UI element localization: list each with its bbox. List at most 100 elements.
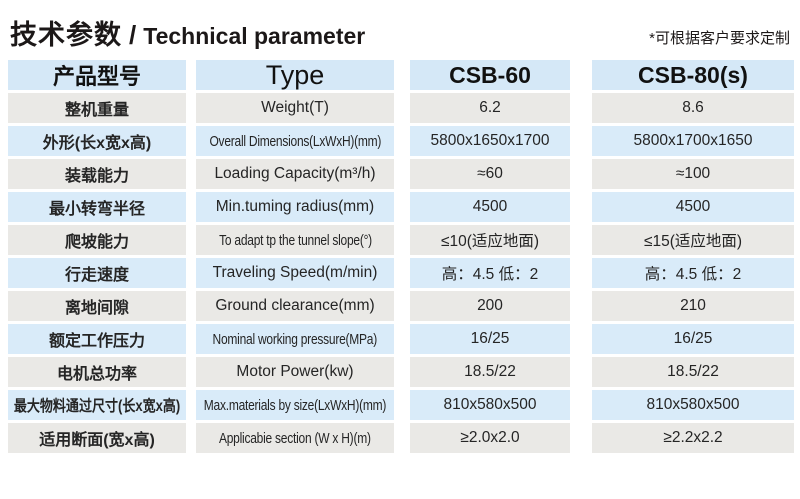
table-row: 最大物料通过尺寸(长x宽x高) Max.materials by size(LxW…: [8, 390, 794, 420]
table-cell: 210: [592, 291, 794, 321]
param-name-zh: 最小转弯半径: [48, 201, 145, 218]
value-csb-60: 810x580x500: [443, 396, 537, 413]
customization-note: *可根据客户要求定制: [649, 30, 790, 47]
value-csb-80s: 高：4.5 低：2: [644, 266, 742, 283]
header-csb-80s: CSB-80(s): [592, 60, 794, 90]
value-csb-80s: 210: [680, 297, 706, 314]
param-name-zh: 行走速度: [64, 267, 129, 284]
table-cell: Weight(T): [196, 93, 394, 123]
param-name-en: Applicabie section (W x H)(m): [219, 429, 371, 447]
table-cell: 200: [410, 291, 570, 321]
table-row: 额定工作压力 Nominal working pressure(MPa) 16/25…: [8, 324, 794, 354]
value-csb-80s: 8.6: [682, 99, 704, 116]
param-name-en: Min.tuming radius(mm): [215, 198, 375, 215]
spec-table: 产品型号 Type CSB-60 CSB-80(s) 整机重量 Weight(T)…: [8, 60, 794, 453]
table-header-row: 产品型号 Type CSB-60 CSB-80(s): [8, 60, 794, 90]
table-row: 最小转弯半径 Min.tuming radius(mm) 4500 4500: [8, 192, 794, 222]
value-csb-60: 高：4.5 低：2: [441, 266, 539, 283]
value-csb-60: ≥2.0x2.0: [460, 429, 520, 446]
param-name-zh: 最大物料通过尺寸(长x宽x高): [13, 398, 181, 415]
table-cell: 适用断面(宽x高): [8, 423, 186, 453]
table-cell: 外形(长x宽x高): [8, 126, 186, 156]
param-name-en: Ground clearance(mm): [215, 297, 375, 314]
value-csb-80s: 18.5/22: [667, 363, 719, 380]
table-cell: 5800x1650x1700: [410, 126, 570, 156]
param-name-zh: 整机重量: [64, 102, 129, 119]
table-cell: Overall Dimensions(LxWxH)(mm): [196, 126, 394, 156]
value-csb-80s: 4500: [675, 198, 711, 215]
value-csb-60: 6.2: [479, 99, 501, 116]
table-row: 外形(长x宽x高) Overall Dimensions(LxWxH)(mm) 58…: [8, 126, 794, 156]
table-cell: 装载能力: [8, 159, 186, 189]
table-row: 装载能力 Loading Capacity(m³/h) ≈60 ≈100: [8, 159, 794, 189]
table-cell: 8.6: [592, 93, 794, 123]
param-name-en: Nominal working pressure(MPa): [212, 330, 378, 348]
table-cell: Max.materials by size(LxWxH)(mm): [196, 390, 394, 420]
value-csb-60: 18.5/22: [464, 363, 516, 380]
page-title-en: Technical parameter: [143, 23, 366, 49]
table-cell: 4500: [410, 192, 570, 222]
table-cell: ≥2.2x2.2: [592, 423, 794, 453]
value-csb-80s: 5800x1700x1650: [633, 132, 753, 149]
table-cell: To adapt tp the tunnel slope(°): [196, 225, 394, 255]
param-name-en: To adapt tp the tunnel slope(°): [218, 231, 372, 249]
value-csb-60: 5800x1650x1700: [430, 132, 550, 149]
param-name-en: Max.materials by size(LxWxH)(mm): [203, 396, 387, 414]
table-cell: ≤10(适应地面): [410, 225, 570, 255]
table-cell: Motor Power(kw): [196, 357, 394, 387]
value-csb-80s: 16/25: [673, 330, 713, 347]
page-title-zh: 技术参数: [10, 20, 122, 50]
table-cell: 行走速度: [8, 258, 186, 288]
table-row: 整机重量 Weight(T) 6.2 8.6: [8, 93, 794, 123]
table-cell: ≥2.0x2.0: [410, 423, 570, 453]
param-name-zh: 适用断面(宽x高): [39, 432, 155, 449]
table-cell: 最小转弯半径: [8, 192, 186, 222]
table-cell: 810x580x500: [410, 390, 570, 420]
table-cell: 离地间隙: [8, 291, 186, 321]
table-cell: 810x580x500: [592, 390, 794, 420]
table-row: 电机总功率 Motor Power(kw) 18.5/22 18.5/22: [8, 357, 794, 387]
param-name-zh: 电机总功率: [56, 366, 137, 383]
param-name-en: Motor Power(kw): [236, 363, 354, 380]
value-csb-80s: ≥2.2x2.2: [663, 429, 723, 446]
param-name-zh: 爬坡能力: [64, 234, 129, 251]
table-cell: 18.5/22: [592, 357, 794, 387]
param-name-zh: 外形(长x宽x高): [42, 135, 152, 152]
header-product-model: 产品型号: [8, 60, 186, 90]
table-cell: 高：4.5 低：2: [592, 258, 794, 288]
table-cell: Traveling Speed(m/min): [196, 258, 394, 288]
table-cell: ≈100: [592, 159, 794, 189]
table-cell: 额定工作压力: [8, 324, 186, 354]
param-name-en: Weight(T): [261, 99, 329, 116]
table-row: 爬坡能力 To adapt tp the tunnel slope(°) ≤10(适…: [8, 225, 794, 255]
title-bar: 技术参数 / Technical parameter *可根据客户要求定制: [0, 0, 800, 52]
table-cell: ≤15(适应地面): [592, 225, 794, 255]
value-csb-80s: 810x580x500: [646, 396, 740, 413]
table-cell: Min.tuming radius(mm): [196, 192, 394, 222]
table-cell: ≈60: [410, 159, 570, 189]
table-cell: Ground clearance(mm): [196, 291, 394, 321]
table-cell: 18.5/22: [410, 357, 570, 387]
table-cell: Nominal working pressure(MPa): [196, 324, 394, 354]
page-title: 技术参数 / Technical parameter: [10, 13, 365, 52]
table-cell: 5800x1700x1650: [592, 126, 794, 156]
table-cell: Applicabie section (W x H)(m): [196, 423, 394, 453]
param-name-zh: 离地间隙: [64, 300, 129, 317]
table-cell: 最大物料通过尺寸(长x宽x高): [8, 390, 186, 420]
table-cell: 电机总功率: [8, 357, 186, 387]
table-row: 行走速度 Traveling Speed(m/min) 高：4.5 低：2 高：4.5…: [8, 258, 794, 288]
param-name-zh: 额定工作压力: [48, 333, 145, 350]
table-cell: 整机重量: [8, 93, 186, 123]
table-cell: 4500: [592, 192, 794, 222]
table-cell: 16/25: [592, 324, 794, 354]
title-separator: /: [129, 20, 137, 50]
value-csb-60: 200: [477, 297, 503, 314]
value-csb-60: 4500: [472, 198, 508, 215]
table-row: 适用断面(宽x高) Applicabie section (W x H)(m) ≥2…: [8, 423, 794, 453]
param-name-en: Loading Capacity(m³/h): [214, 165, 376, 182]
table-row: 离地间隙 Ground clearance(mm) 200 210: [8, 291, 794, 321]
param-name-en: Overall Dimensions(LxWxH)(mm): [209, 132, 381, 150]
table-cell: 16/25: [410, 324, 570, 354]
value-csb-80s: ≤15(适应地面): [643, 233, 743, 250]
